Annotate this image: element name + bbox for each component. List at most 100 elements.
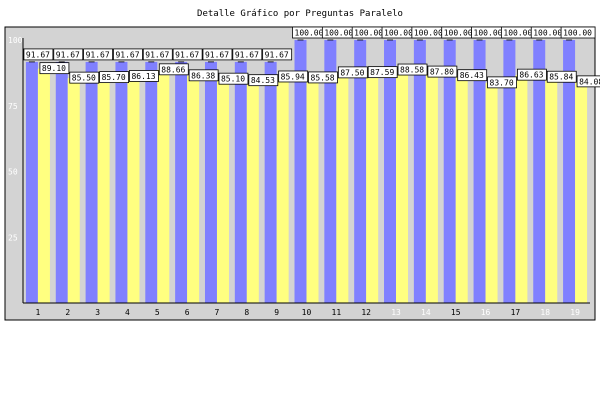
data-label: 86.38 — [191, 71, 215, 80]
data-label: 91.67 — [26, 50, 50, 59]
bar-series2 — [157, 69, 170, 303]
bar-series1 — [503, 40, 516, 303]
bar-series1 — [145, 61, 158, 304]
data-label-box — [576, 75, 600, 88]
data-label-box — [278, 70, 309, 83]
data-label: 91.67 — [86, 50, 110, 59]
x-tick-label: 4 — [125, 308, 130, 317]
data-label: 83.70 — [490, 78, 514, 87]
x-tick-label: 1 — [36, 308, 41, 317]
bar-series2 — [485, 82, 498, 303]
data-label: 87.59 — [370, 68, 394, 77]
data-label-box — [218, 72, 249, 85]
data-label: 100.00 — [563, 29, 592, 38]
bar-series1 — [413, 40, 426, 303]
data-label-box — [248, 74, 279, 87]
data-label-box — [172, 48, 203, 61]
data-label: 88.66 — [161, 65, 185, 74]
bar-series2 — [37, 68, 50, 304]
y-tick-label: 100 — [8, 36, 23, 45]
x-tick-label: 3 — [95, 308, 100, 317]
data-label: 91.67 — [205, 50, 229, 59]
data-label: 91.67 — [145, 50, 169, 59]
x-tick-label: 19 — [570, 308, 580, 317]
x-tick-label: 9 — [274, 308, 279, 317]
data-label: 91.67 — [265, 50, 289, 59]
data-label: 100.00 — [295, 29, 324, 38]
x-tick-label: 8 — [244, 308, 249, 317]
data-label-box — [262, 48, 293, 61]
data-label-box — [397, 63, 428, 76]
data-label: 84.08 — [579, 77, 600, 86]
bar-series1 — [234, 61, 247, 304]
y-tick-label: 50 — [8, 168, 18, 177]
bar-series1 — [324, 40, 337, 303]
bar-series1 — [443, 40, 456, 303]
bar-series2 — [97, 77, 110, 303]
bar-series1 — [473, 40, 486, 303]
data-label-box — [83, 48, 114, 61]
bar-series1 — [204, 61, 217, 304]
data-label: 100.00 — [324, 29, 353, 38]
data-label-box — [39, 62, 70, 75]
data-label: 85.58 — [311, 73, 335, 82]
x-tick-label: 6 — [185, 308, 190, 317]
data-label: 100.00 — [474, 29, 503, 38]
data-label-box — [546, 70, 577, 83]
bar-series2 — [67, 78, 80, 303]
data-label-box — [202, 48, 233, 61]
data-label: 86.13 — [131, 72, 155, 81]
bar-series1 — [25, 61, 38, 304]
data-label: 91.67 — [115, 50, 139, 59]
bar-series1 — [384, 40, 397, 303]
data-label: 87.50 — [340, 68, 364, 77]
bar-series2 — [455, 75, 468, 303]
data-label: 100.00 — [444, 29, 473, 38]
x-tick-label: 15 — [451, 308, 461, 317]
bar-series2 — [575, 81, 588, 303]
x-tick-label: 18 — [540, 308, 550, 317]
x-tick-label: 5 — [155, 308, 160, 317]
y-tick-label: 75 — [8, 102, 18, 111]
data-label: 91.67 — [235, 50, 259, 59]
bar-series1 — [85, 61, 98, 304]
bar-series2 — [127, 76, 140, 303]
bar-series1 — [264, 61, 277, 304]
bar-series1 — [175, 61, 188, 304]
data-label-box — [99, 71, 130, 84]
bar-series1 — [55, 61, 68, 304]
data-label: 91.67 — [175, 50, 199, 59]
bar-series2 — [396, 70, 409, 303]
x-tick-label: 10 — [302, 308, 312, 317]
data-label-box — [367, 66, 398, 79]
chart-title: Detalle Gráfico por Preguntas Paralelo — [197, 9, 403, 19]
data-label-box — [129, 70, 159, 82]
x-tick-label: 13 — [391, 308, 401, 317]
data-label-box — [158, 63, 189, 76]
data-label: 85.70 — [102, 73, 126, 82]
bar-series2 — [187, 75, 200, 303]
x-tick-label: 7 — [215, 308, 220, 317]
x-tick-label: 2 — [65, 308, 70, 317]
data-label: 100.00 — [533, 29, 562, 38]
data-label: 86.43 — [460, 71, 484, 80]
bar-series2 — [545, 77, 558, 303]
bar-series2 — [246, 80, 259, 303]
x-tick-label: 11 — [332, 308, 342, 317]
data-label: 100.00 — [354, 29, 383, 38]
data-label-box — [113, 48, 143, 61]
x-tick-label: 12 — [361, 308, 371, 317]
data-label: 89.10 — [42, 64, 66, 73]
data-label: 91.67 — [56, 50, 80, 59]
bar-series2 — [425, 72, 438, 303]
data-label-box — [232, 48, 263, 61]
data-label: 88.58 — [400, 66, 424, 75]
bar-series1 — [533, 40, 546, 303]
data-label: 100.00 — [503, 29, 532, 38]
data-label-box — [188, 69, 219, 82]
x-tick-label: 14 — [421, 308, 431, 317]
data-label-box — [516, 68, 547, 81]
bar-series2 — [216, 79, 229, 303]
data-label: 87.80 — [430, 68, 454, 77]
